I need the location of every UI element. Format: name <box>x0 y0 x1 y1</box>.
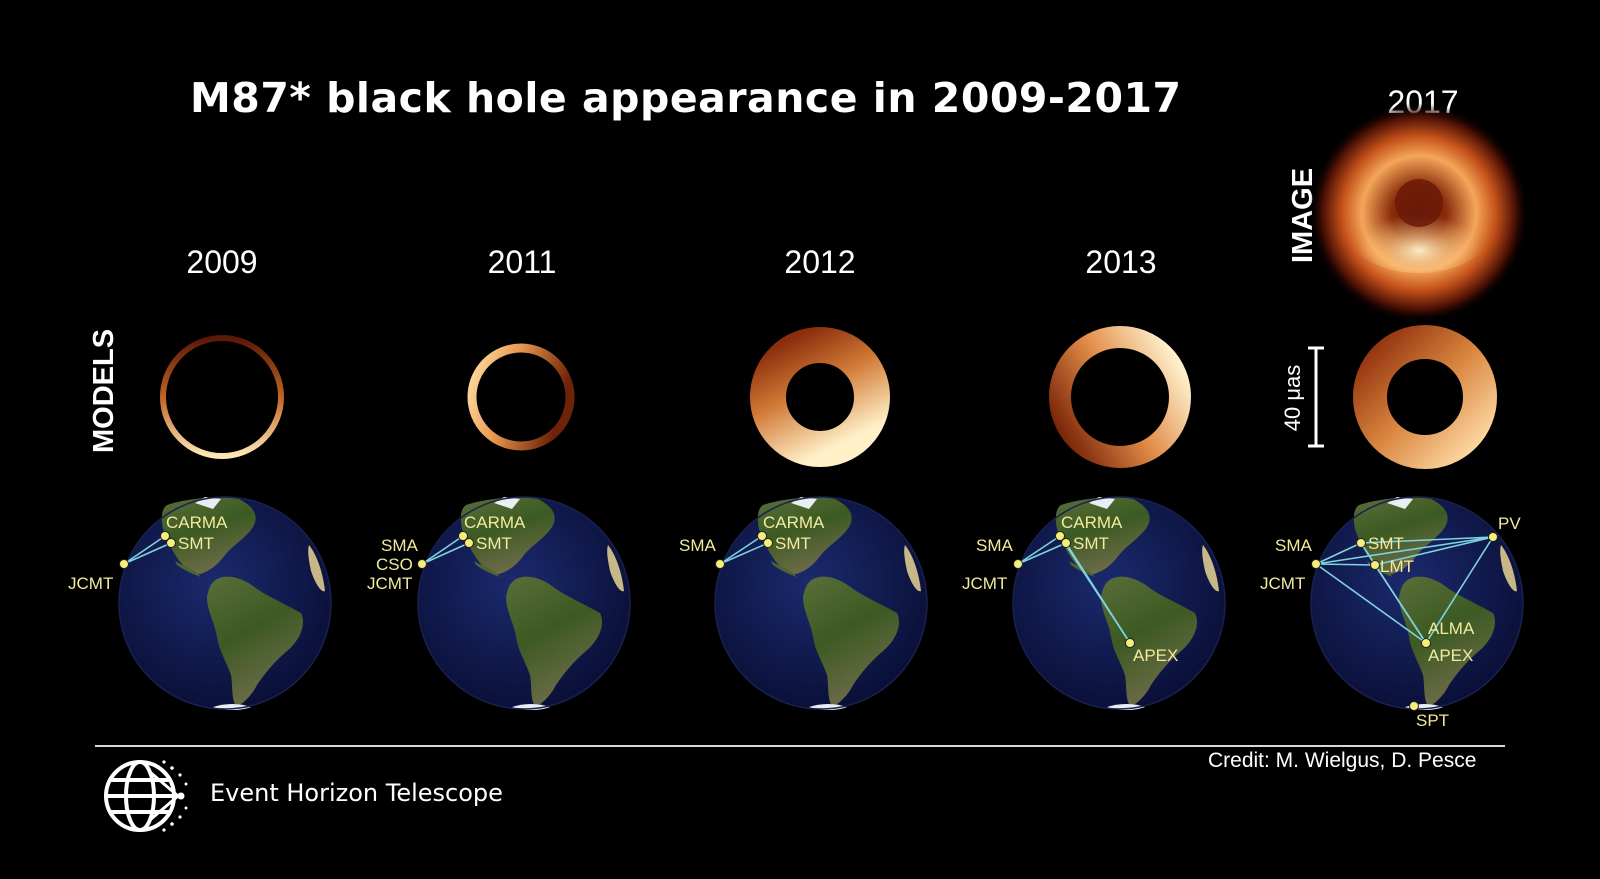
station-label: APEX <box>1428 646 1473 665</box>
station-label: SMT <box>775 534 811 553</box>
station-label: JCMT <box>962 574 1007 593</box>
scale-bar-label: 40 μas <box>1280 365 1305 432</box>
footer-divider <box>95 745 1505 747</box>
year-label-2012: 2012 <box>784 244 856 280</box>
black-hole-image-2017 <box>1309 103 1529 323</box>
station-label: SMT <box>1073 534 1109 553</box>
model-ring-2013 <box>1049 326 1191 468</box>
station-label: APEX <box>1133 646 1178 665</box>
station-label: SMT <box>178 534 214 553</box>
station-label: JCMT <box>1260 574 1305 593</box>
station-dot-carma <box>160 531 170 541</box>
year-label-2011: 2011 <box>487 244 557 280</box>
station-label: JCMT <box>367 574 412 593</box>
globe-2017: SMT LMT PV SMA JCMT ALMA APEX SPT <box>1260 496 1524 730</box>
station-label: JCMT <box>68 574 113 593</box>
scale-bar <box>1308 346 1324 448</box>
station-dot-jcmt <box>119 559 129 569</box>
station-label: CARMA <box>166 513 228 532</box>
globe-2013: CARMA SMT SMA JCMT APEX <box>962 496 1226 711</box>
model-ring-2017 <box>1353 325 1497 469</box>
organization-name: Event Horizon Telescope <box>210 779 503 807</box>
globe-2012: CARMA SMT SMA <box>679 496 928 711</box>
station-label: SMT <box>476 534 512 553</box>
baselines-2009 <box>123 535 172 565</box>
station-label: PV <box>1498 514 1521 533</box>
station-label: LMT <box>1380 557 1414 576</box>
station-label: CARMA <box>464 513 526 532</box>
station-dot-smt <box>166 538 176 548</box>
globe-2011: CARMA SMT SMA CSO JCMT <box>367 496 631 711</box>
station-label: SMA <box>976 536 1014 555</box>
globe-2009: CARMA SMT JCMT <box>68 496 332 711</box>
station-label: SMA <box>1275 536 1313 555</box>
year-label-2013: 2013 <box>1085 244 1157 280</box>
station-label: SPT <box>1416 711 1449 730</box>
station-label: ALMA <box>1428 619 1475 638</box>
eht-logo <box>104 760 188 832</box>
model-ring-2009 <box>160 335 284 459</box>
station-label: CARMA <box>1061 513 1123 532</box>
credit-text: Credit: M. Wielgus, D. Pesce <box>1208 749 1477 772</box>
station-label: CSO <box>376 555 413 574</box>
station-label: SMT <box>1368 534 1404 553</box>
station-label: SMA <box>381 536 419 555</box>
station-label: SMA <box>679 536 717 555</box>
page-title: M87* black hole appearance in 2009-2017 <box>190 74 1182 122</box>
model-ring-2011 <box>467 343 575 451</box>
year-label-2009: 2009 <box>186 244 258 280</box>
station-label: CARMA <box>763 513 825 532</box>
model-ring-2012 <box>750 327 890 467</box>
